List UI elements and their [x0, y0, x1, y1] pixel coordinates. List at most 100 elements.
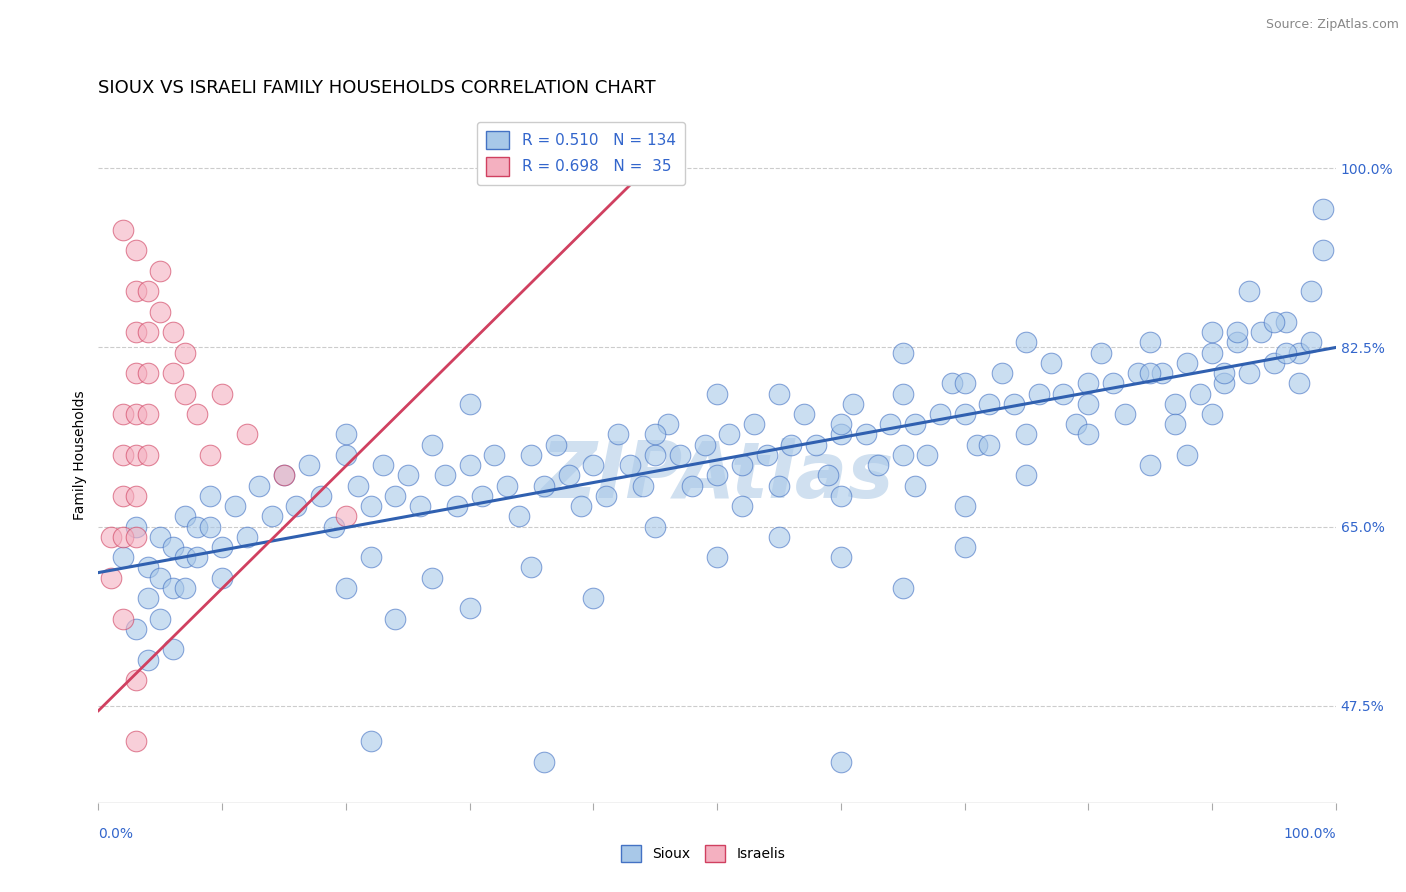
- Point: [124, 366, 146, 380]
- Point: [1213, 376, 1236, 391]
- Point: [335, 427, 357, 442]
- Point: [433, 468, 456, 483]
- Point: [124, 407, 146, 421]
- Point: [136, 448, 159, 462]
- Point: [768, 530, 790, 544]
- Point: [198, 489, 221, 503]
- Point: [162, 642, 184, 657]
- Point: [1028, 386, 1050, 401]
- Point: [112, 223, 135, 237]
- Point: [384, 612, 406, 626]
- Point: [768, 386, 790, 401]
- Point: [731, 499, 754, 513]
- Point: [484, 448, 506, 462]
- Point: [298, 458, 321, 472]
- Point: [149, 612, 172, 626]
- Point: [236, 427, 259, 442]
- Point: [830, 489, 852, 503]
- Point: [1040, 356, 1063, 370]
- Point: [124, 489, 146, 503]
- Point: [174, 345, 197, 359]
- Point: [136, 325, 159, 339]
- Point: [768, 478, 790, 492]
- Point: [136, 652, 159, 666]
- Point: [830, 755, 852, 769]
- Point: [855, 427, 877, 442]
- Point: [211, 386, 233, 401]
- Point: [706, 550, 728, 565]
- Point: [569, 499, 592, 513]
- Point: [471, 489, 494, 503]
- Point: [941, 376, 963, 391]
- Point: [1312, 202, 1334, 217]
- Point: [1114, 407, 1136, 421]
- Point: [422, 438, 444, 452]
- Point: [953, 499, 976, 513]
- Point: [309, 489, 332, 503]
- Point: [224, 499, 246, 513]
- Legend: Sioux, Israelis: Sioux, Israelis: [614, 839, 792, 867]
- Point: [360, 499, 382, 513]
- Point: [804, 438, 827, 452]
- Point: [273, 468, 295, 483]
- Point: [360, 734, 382, 748]
- Point: [149, 530, 172, 544]
- Point: [693, 438, 716, 452]
- Point: [360, 550, 382, 565]
- Point: [112, 530, 135, 544]
- Text: 100.0%: 100.0%: [1284, 827, 1336, 841]
- Point: [842, 397, 865, 411]
- Point: [520, 560, 543, 574]
- Point: [817, 468, 839, 483]
- Point: [979, 397, 1001, 411]
- Point: [520, 448, 543, 462]
- Point: [174, 550, 197, 565]
- Point: [211, 571, 233, 585]
- Point: [162, 325, 184, 339]
- Point: [211, 540, 233, 554]
- Point: [595, 489, 617, 503]
- Point: [1015, 468, 1038, 483]
- Point: [396, 468, 419, 483]
- Point: [495, 478, 517, 492]
- Point: [186, 519, 208, 533]
- Point: [174, 386, 197, 401]
- Point: [917, 448, 939, 462]
- Point: [706, 468, 728, 483]
- Point: [124, 244, 146, 258]
- Point: [458, 458, 481, 472]
- Point: [162, 540, 184, 554]
- Point: [879, 417, 901, 432]
- Point: [1263, 356, 1285, 370]
- Point: [953, 540, 976, 554]
- Point: [979, 438, 1001, 452]
- Point: [1226, 325, 1249, 339]
- Point: [891, 581, 914, 595]
- Point: [706, 386, 728, 401]
- Point: [1139, 366, 1161, 380]
- Point: [533, 755, 555, 769]
- Point: [422, 571, 444, 585]
- Point: [1237, 284, 1260, 298]
- Point: [546, 438, 568, 452]
- Point: [1263, 315, 1285, 329]
- Point: [1077, 376, 1099, 391]
- Point: [458, 601, 481, 615]
- Point: [1175, 356, 1198, 370]
- Point: [1312, 244, 1334, 258]
- Point: [953, 407, 976, 421]
- Point: [1139, 458, 1161, 472]
- Point: [1213, 366, 1236, 380]
- Point: [1201, 325, 1223, 339]
- Point: [100, 571, 122, 585]
- Point: [928, 407, 950, 421]
- Point: [657, 417, 679, 432]
- Point: [186, 407, 208, 421]
- Point: [1250, 325, 1272, 339]
- Point: [904, 417, 927, 432]
- Point: [755, 448, 778, 462]
- Point: [1015, 335, 1038, 350]
- Point: [1015, 427, 1038, 442]
- Point: [1102, 376, 1125, 391]
- Point: [1164, 397, 1187, 411]
